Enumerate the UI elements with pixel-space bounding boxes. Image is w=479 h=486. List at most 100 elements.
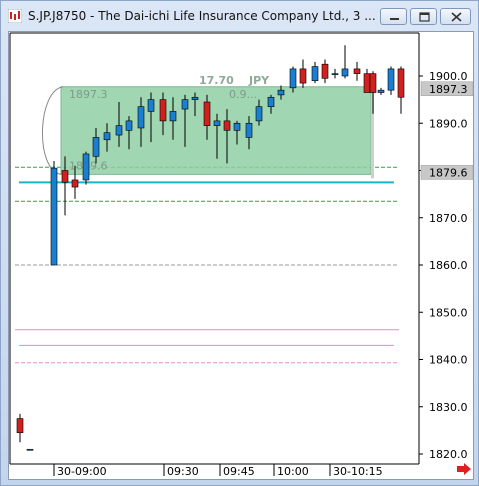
close-button[interactable]	[440, 8, 471, 25]
measure-bracket	[42, 86, 64, 175]
x-axis: 30-09:00 09:30 09:45 10:00 30-10:15	[53, 464, 383, 478]
x-tick-label: 30-10:15	[333, 465, 383, 478]
candle[interactable]	[159, 92, 167, 136]
candle-body	[103, 132, 111, 141]
candle[interactable]	[289, 66, 297, 93]
chart-app-icon[interactable]	[7, 8, 23, 24]
candle[interactable]	[137, 97, 145, 147]
candle-body	[377, 89, 385, 93]
candle[interactable]	[125, 116, 133, 150]
candle-body	[61, 170, 69, 183]
measure-box: 1897.31879.617.70JPY0.9...	[42, 74, 374, 179]
y-tick-label: 1900.0	[429, 70, 468, 83]
measure-high-label: 1897.3	[69, 88, 108, 101]
y-tick-label: 1840.0	[429, 354, 468, 367]
candle[interactable]	[397, 66, 405, 114]
candle[interactable]	[321, 59, 329, 84]
candle[interactable]	[50, 161, 58, 266]
candle-body	[289, 68, 297, 89]
title-bar[interactable]: S.JP.J8750 - The Dai-ichi Life Insurance…	[1, 1, 478, 31]
candle[interactable]	[233, 120, 241, 145]
candle-body	[363, 73, 371, 93]
y-tick-label: 1890.0	[429, 117, 468, 130]
candle[interactable]	[92, 127, 100, 164]
candle-body	[50, 167, 58, 266]
close-icon	[451, 12, 462, 22]
candle[interactable]	[377, 87, 385, 95]
measure-rectangle[interactable]	[60, 86, 372, 175]
measure-unit-label: JPY	[248, 74, 270, 87]
candle[interactable]	[16, 413, 24, 443]
candle[interactable]	[223, 109, 231, 164]
candle[interactable]	[353, 61, 361, 81]
maximize-icon	[419, 12, 430, 22]
candle-body	[213, 120, 221, 126]
candle[interactable]	[369, 71, 377, 114]
candle-body	[203, 101, 211, 126]
x-tick-label: 10:00	[277, 465, 309, 478]
price-labels: 1897.3 1879.6	[420, 81, 474, 180]
candle-body	[137, 106, 145, 129]
measure-range-label: 17.70	[199, 74, 234, 87]
candle[interactable]	[299, 59, 307, 88]
candle[interactable]	[331, 68, 339, 79]
candle[interactable]	[82, 151, 90, 185]
price-label-upper-bg	[420, 81, 474, 97]
candle-body	[267, 96, 275, 108]
candle-body	[169, 111, 177, 122]
candle[interactable]	[363, 68, 371, 93]
candle-body	[311, 66, 319, 82]
candle[interactable]	[277, 85, 285, 100]
candle[interactable]	[203, 94, 211, 140]
y-tick-label: 1870.0	[429, 212, 468, 225]
candle-body	[387, 68, 395, 91]
y-tick-label: 1830.0	[429, 401, 468, 414]
candle-body	[26, 448, 34, 451]
window-title: S.JP.J8750 - The Dai-ichi Life Insurance…	[28, 9, 376, 23]
candles	[16, 45, 405, 451]
candle[interactable]	[103, 123, 111, 152]
candle-body	[125, 120, 133, 131]
candle-body	[341, 68, 349, 77]
candle-body	[181, 99, 189, 110]
candle[interactable]	[341, 45, 349, 79]
candle[interactable]	[61, 156, 69, 216]
candle-body	[331, 73, 339, 75]
horizontal-lines	[15, 166, 399, 364]
x-tick-label: 30-09:00	[57, 465, 107, 478]
candle[interactable]	[169, 97, 177, 140]
candle[interactable]	[191, 92, 199, 117]
candle-body	[191, 96, 199, 100]
candle[interactable]	[213, 113, 221, 159]
maximize-button[interactable]	[410, 8, 437, 25]
candle-body	[71, 179, 79, 188]
candle[interactable]	[181, 94, 189, 147]
candle[interactable]	[115, 101, 123, 147]
candle[interactable]	[311, 61, 319, 84]
candle[interactable]	[245, 116, 253, 150]
candle-body	[397, 68, 405, 98]
candle-body	[255, 106, 263, 122]
candle-body	[353, 68, 361, 74]
candle[interactable]	[147, 92, 155, 143]
candle[interactable]	[255, 99, 263, 126]
candle[interactable]	[387, 66, 395, 95]
y-tick-label: 1860.0	[429, 259, 468, 272]
minimize-button[interactable]	[380, 8, 407, 25]
candle[interactable]	[26, 448, 34, 451]
plot-frame	[9, 32, 420, 465]
measure-pct-label: 0.9...	[229, 88, 257, 101]
candle-body	[369, 73, 377, 93]
y-tick-label: 1850.0	[429, 306, 468, 319]
price-label-lower: 1879.6	[429, 166, 468, 179]
candle-body	[159, 99, 167, 122]
x-tick-label: 09:30	[167, 465, 199, 478]
candle[interactable]	[71, 165, 79, 199]
candle-body	[115, 125, 123, 136]
measure-box-shadow	[371, 90, 374, 179]
candle[interactable]	[267, 94, 275, 114]
candle-body	[245, 122, 253, 138]
scroll-right-arrow-icon[interactable]	[456, 463, 472, 475]
